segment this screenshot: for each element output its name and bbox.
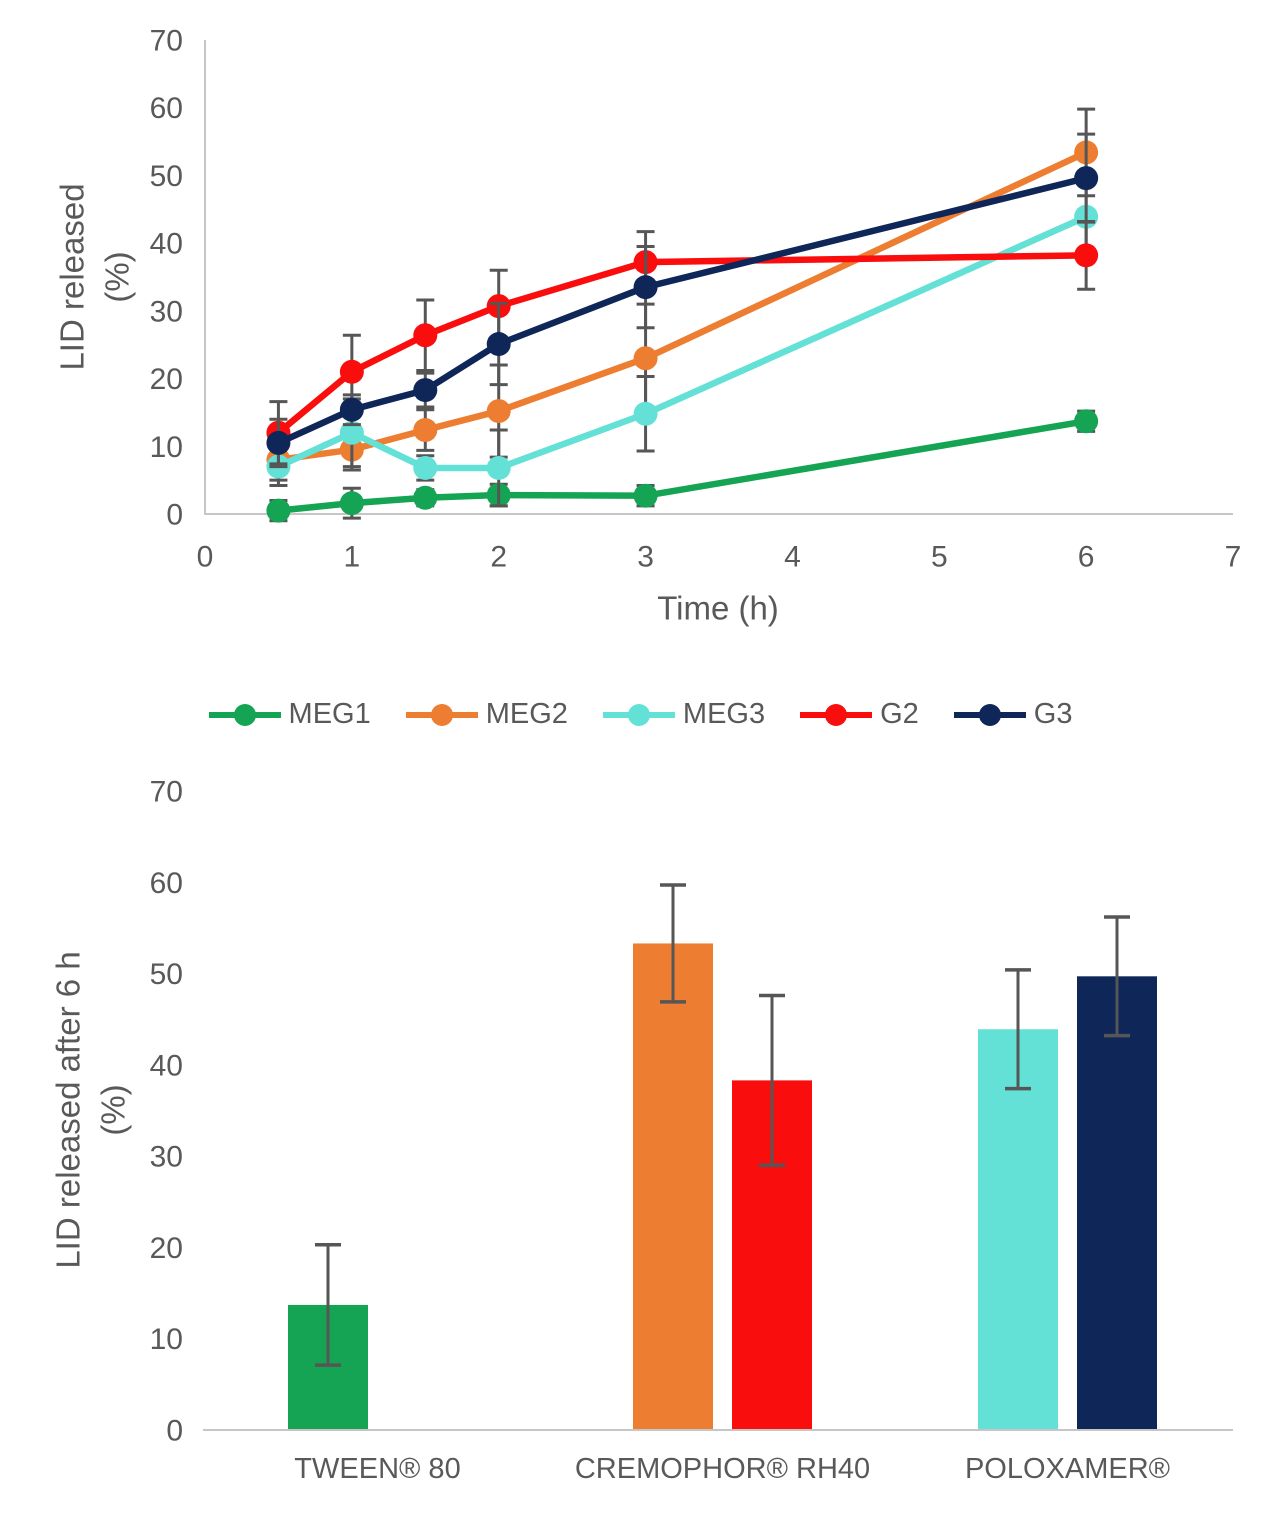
legend-label: MEG3 [682, 698, 766, 730]
x-tick-label: 7 [1225, 541, 1242, 574]
data-point-g3 [413, 378, 438, 403]
legend-marker-icon [405, 703, 478, 726]
legend-marker-icon [208, 703, 281, 726]
data-point-g3 [633, 275, 658, 300]
legend-marker-icon [800, 703, 873, 726]
y-tick-label: 10 [150, 1323, 183, 1356]
chart-legend: MEG1 MEG2 MEG3 G2 G3 [0, 698, 1280, 731]
legend-label: G3 [1033, 698, 1073, 730]
legend-item-meg3: MEG3 [602, 698, 765, 731]
bar-chart: 0 10 20 30 40 50 60 70 LID released after 6 h (%)… [0, 760, 1280, 1513]
legend-item-meg2: MEG2 [405, 698, 568, 731]
data-point-g3 [339, 397, 364, 422]
category-label: CREMOPHOR® RH40 [575, 1453, 870, 1485]
y-axis-title: LID released after 6 h [50, 951, 87, 1268]
data-point-g2 [1074, 243, 1099, 268]
legend-label: MEG1 [288, 698, 371, 730]
y-axis-title-units: (%) [95, 1084, 132, 1135]
data-point-meg1 [1074, 409, 1099, 434]
data-point-meg3 [339, 420, 364, 445]
bar-meg2 [633, 943, 713, 1430]
data-point-g3 [486, 332, 511, 357]
data-point-meg1 [339, 491, 364, 516]
legend-item-meg1: MEG1 [208, 698, 371, 731]
legend-item-g2: G2 [799, 698, 919, 731]
y-tick-label: 50 [150, 160, 183, 193]
series-line-meg3 [275, 213, 1090, 472]
category-label: POLOXAMER® [965, 1453, 1170, 1485]
x-tick-label: 5 [931, 541, 948, 574]
legend-label: G2 [880, 698, 919, 730]
x-tick-label: 2 [490, 541, 507, 574]
y-tick-label: 30 [150, 295, 183, 328]
line-chart: 0 10 20 30 40 50 60 70 0 1 2 3 4 5 6 7 LID released (%) Ti… [0, 0, 1280, 660]
data-point-meg1 [266, 498, 291, 523]
y-tick-label: 20 [150, 363, 183, 396]
legend-label: MEG2 [485, 698, 568, 730]
x-tick-label: 3 [637, 541, 654, 574]
series-line-g2 [275, 252, 1090, 436]
y-tick-label: 70 [150, 25, 183, 58]
data-point-meg1 [413, 485, 438, 510]
y-tick-label: 60 [150, 92, 183, 125]
category-label: TWEEN® 80 [294, 1453, 460, 1485]
legend-item-g3: G3 [953, 698, 1073, 731]
y-tick-label: 70 [150, 776, 183, 809]
series-g3 [266, 132, 1099, 469]
x-tick-label: 6 [1078, 541, 1095, 574]
series-line-g3 [275, 174, 1090, 447]
data-point-meg3 [486, 455, 511, 480]
bar-g3 [1077, 976, 1157, 1430]
x-tick-label: 1 [344, 541, 361, 574]
x-tick-label: 0 [197, 541, 214, 574]
data-point-meg3 [633, 401, 658, 426]
bar-meg3 [978, 1029, 1058, 1430]
line-chart-svg: 0 10 20 30 40 50 60 70 0 1 2 3 4 5 6 7 LID released (%) Ti… [54, 25, 1242, 627]
series-meg1 [266, 409, 1099, 523]
y-tick-label: 0 [166, 1415, 183, 1448]
legend-marker-icon [953, 703, 1026, 726]
x-tick-label: 4 [784, 541, 801, 574]
series-meg2 [266, 107, 1099, 482]
bar-chart-svg: 0 10 20 30 40 50 60 70 LID released after 6 h (%)… [50, 776, 1233, 1485]
data-point-g3 [266, 430, 291, 455]
y-tick-label: 40 [150, 228, 183, 261]
data-point-g2 [339, 359, 364, 384]
data-point-meg2 [633, 346, 658, 371]
data-point-g3 [1074, 166, 1099, 191]
y-axis-title: LID released [54, 183, 91, 370]
y-tick-label: 60 [150, 867, 183, 900]
y-tick-label: 40 [150, 1049, 183, 1082]
y-tick-label: 10 [150, 431, 183, 464]
x-axis-title: Time (h) [657, 590, 779, 627]
data-point-meg2 [486, 399, 511, 424]
y-tick-label: 20 [150, 1232, 183, 1265]
y-tick-label: 50 [150, 958, 183, 991]
data-point-meg3 [413, 455, 438, 480]
legend-marker-icon [602, 703, 675, 726]
series-line-meg2 [275, 149, 1090, 464]
y-tick-label: 0 [166, 499, 183, 532]
y-tick-label: 30 [150, 1141, 183, 1174]
y-axis-title-units: (%) [99, 251, 136, 302]
data-point-meg1 [633, 483, 658, 508]
series-line-meg1 [275, 417, 1090, 514]
data-point-meg2 [413, 418, 438, 443]
data-point-g2 [413, 323, 438, 348]
